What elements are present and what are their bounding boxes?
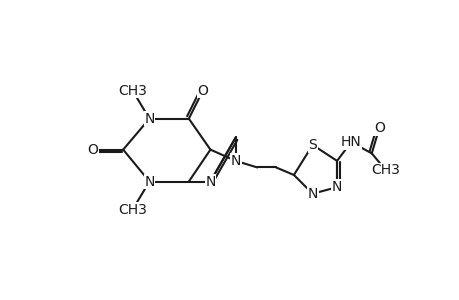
Text: CH3: CH3 <box>118 203 147 217</box>
Text: N: N <box>307 187 317 201</box>
Text: N: N <box>205 175 215 188</box>
Text: N: N <box>230 154 241 168</box>
Text: HN: HN <box>340 135 361 149</box>
Text: N: N <box>144 175 154 188</box>
Text: N: N <box>144 112 154 126</box>
Text: S: S <box>308 138 316 152</box>
Text: O: O <box>373 121 384 135</box>
Text: CH3: CH3 <box>370 163 399 177</box>
Text: O: O <box>197 83 208 98</box>
Text: N: N <box>331 180 341 194</box>
Text: O: O <box>88 142 98 157</box>
Text: CH3: CH3 <box>118 83 147 98</box>
